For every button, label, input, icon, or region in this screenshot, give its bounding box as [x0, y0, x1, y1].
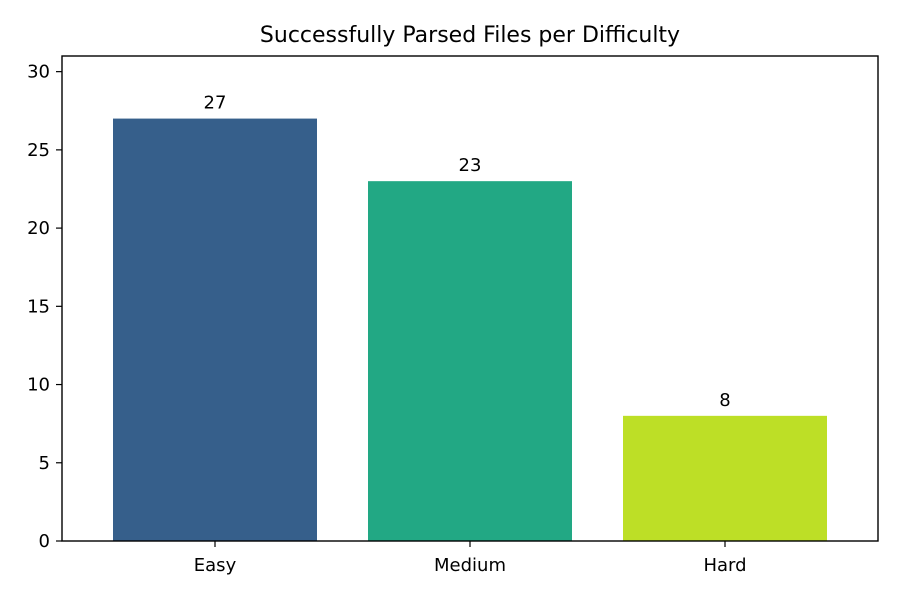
data-label-easy: 27	[204, 93, 227, 114]
y-tick-label: 0	[39, 531, 50, 552]
data-label-hard: 8	[719, 390, 730, 411]
y-axis: 0 5 10 15 20 25 30	[27, 62, 62, 552]
y-tick-label: 30	[27, 62, 50, 83]
chart-title: Successfully Parsed Files per Difficulty	[260, 23, 680, 48]
data-label-medium: 23	[459, 155, 482, 176]
y-tick-label: 5	[39, 453, 50, 474]
bars-layer	[113, 118, 827, 542]
x-tick-label: Easy	[194, 555, 237, 576]
y-tick-label: 10	[27, 375, 50, 396]
plot-frame	[61, 55, 879, 542]
bar-medium	[368, 181, 572, 541]
y-tick-label: 25	[27, 140, 50, 161]
data-labels-layer: 27 23 8	[204, 93, 731, 411]
x-tick-label: Medium	[434, 555, 506, 576]
x-tick-label: Hard	[703, 555, 746, 576]
bar-easy	[113, 118, 317, 542]
y-tick-label: 15	[27, 296, 50, 317]
bar-hard	[623, 415, 827, 541]
x-axis: Easy Medium Hard	[194, 541, 747, 576]
y-tick-label: 20	[27, 218, 50, 239]
